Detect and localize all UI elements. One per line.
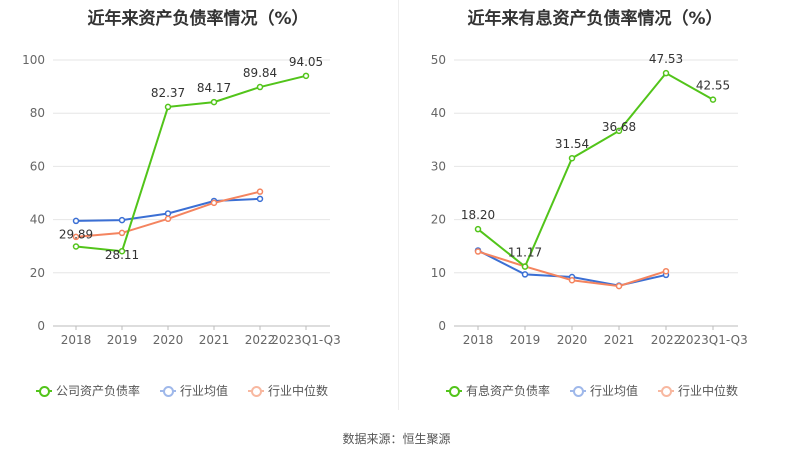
legend-label: 公司资产负债率 bbox=[56, 384, 141, 398]
y-tick-label: 40 bbox=[431, 106, 446, 120]
data-point-0 bbox=[210, 98, 218, 106]
chart-1-title: 近年来资产负债率情况（%） bbox=[87, 9, 309, 29]
legend-label: 行业均值 bbox=[180, 384, 229, 398]
legend-label: 行业中位数 bbox=[268, 384, 329, 398]
legend-item-industry-mean[interactable]: 行业均值 bbox=[160, 382, 228, 399]
x-tick-label: 2022 bbox=[245, 333, 276, 347]
series-line-0 bbox=[477, 71, 714, 269]
data-point-0 bbox=[118, 247, 126, 255]
chart-1-plot: 0 20 40 60 80 100 2018 2019 2020 2021 20222023Q1-Q… bbox=[22, 53, 341, 347]
legend-swatch-icon bbox=[36, 385, 52, 397]
data-point-0 bbox=[709, 96, 717, 103]
chart-2-legend: 有息资产负债率 行业均值 行业中位数 bbox=[446, 382, 758, 399]
chart-1-legend: 公司资产负债率 行业均值 行业中位数 bbox=[36, 382, 348, 399]
legend-item-company-debt-ratio[interactable]: 公司资产负债率 bbox=[36, 382, 140, 399]
data-point-2 bbox=[210, 199, 218, 207]
data-label: 11.17 bbox=[508, 246, 542, 260]
data-point-2 bbox=[256, 188, 264, 195]
data-point-0 bbox=[302, 72, 310, 80]
data-point-1 bbox=[118, 216, 126, 224]
x-tick-label: 2020 bbox=[557, 333, 588, 347]
legend-swatch-icon bbox=[658, 385, 675, 397]
data-point-1 bbox=[521, 271, 529, 278]
y-tick-label: 60 bbox=[30, 159, 45, 173]
data-point-1 bbox=[256, 195, 264, 203]
y-tick-label: 80 bbox=[30, 106, 45, 120]
x-tick-label: 2019 bbox=[107, 333, 138, 347]
data-label: 29.89 bbox=[59, 227, 93, 241]
x-tick-label: 2021 bbox=[199, 333, 230, 347]
data-point-0 bbox=[72, 243, 80, 250]
legend-swatch-icon bbox=[160, 385, 177, 397]
data-label: 42.55 bbox=[696, 79, 730, 93]
data-point-0 bbox=[164, 103, 172, 111]
data-label: 89.84 bbox=[243, 66, 277, 80]
x-tick-label: 2023Q1-Q3 bbox=[678, 333, 747, 347]
y-tick-label: 100 bbox=[22, 53, 45, 67]
y-tick-label: 0 bbox=[438, 319, 446, 333]
data-label: 31.54 bbox=[555, 137, 589, 151]
legend-swatch-icon bbox=[570, 385, 587, 397]
series-line-0 bbox=[75, 74, 307, 253]
legend-item-industry-median[interactable]: 行业中位数 bbox=[248, 382, 328, 399]
y-tick-label: 0 bbox=[37, 319, 45, 333]
chart-2-plot: 0 10 20 30 40 50 2018 2019 2020 2021 20222023Q1-Q3… bbox=[431, 52, 748, 347]
data-label: 94.05 bbox=[289, 55, 323, 69]
legend-swatch-icon bbox=[446, 385, 462, 397]
data-label: 84.17 bbox=[197, 81, 231, 95]
data-label: 82.37 bbox=[151, 86, 185, 100]
chart-divider bbox=[398, 0, 399, 410]
x-tick-label: 2018 bbox=[61, 333, 92, 347]
data-point-0 bbox=[256, 83, 264, 91]
data-point-1 bbox=[72, 217, 80, 225]
data-point-2 bbox=[568, 276, 576, 284]
y-tick-label: 40 bbox=[30, 213, 45, 227]
legend-label: 行业中位数 bbox=[678, 384, 739, 398]
data-point-2 bbox=[662, 267, 670, 275]
legend-item-industry-median[interactable]: 行业中位数 bbox=[658, 382, 738, 399]
data-label: 36.68 bbox=[602, 120, 636, 134]
data-point-0 bbox=[662, 69, 670, 77]
y-tick-label: 20 bbox=[30, 266, 45, 280]
data-point-2 bbox=[615, 282, 623, 290]
data-label: 18.20 bbox=[461, 208, 495, 222]
x-tick-label: 2022 bbox=[651, 333, 682, 347]
legend-label: 行业均值 bbox=[590, 384, 639, 398]
x-tick-label: 2018 bbox=[463, 333, 494, 347]
y-tick-label: 10 bbox=[431, 266, 446, 280]
data-point-2 bbox=[72, 233, 80, 241]
legend-label: 有息资产负债率 bbox=[466, 384, 551, 398]
data-point-2 bbox=[474, 248, 482, 255]
data-point-2 bbox=[118, 229, 126, 237]
x-tick-label: 2019 bbox=[510, 333, 541, 347]
data-source-note: 数据来源：恒生聚源 bbox=[342, 432, 451, 446]
data-point-0 bbox=[568, 154, 576, 162]
data-label: 47.53 bbox=[649, 52, 683, 66]
data-label: 28.11 bbox=[105, 248, 139, 262]
data-point-0 bbox=[521, 263, 529, 270]
data-point-2 bbox=[164, 215, 172, 223]
legend-item-interest-debt-ratio[interactable]: 有息资产负债率 bbox=[446, 382, 550, 399]
legend-item-industry-mean[interactable]: 行业均值 bbox=[570, 382, 638, 399]
x-tick-label: 2021 bbox=[604, 333, 635, 347]
x-tick-label: 2020 bbox=[153, 333, 184, 347]
y-tick-label: 50 bbox=[431, 53, 446, 67]
chart-2-title: 近年来有息资产负债率情况（%） bbox=[467, 9, 723, 29]
data-point-0 bbox=[615, 127, 623, 135]
y-tick-label: 30 bbox=[431, 159, 446, 173]
x-tick-label: 2023Q1-Q3 bbox=[271, 333, 340, 347]
data-point-0 bbox=[474, 225, 482, 233]
y-tick-label: 20 bbox=[431, 213, 446, 227]
legend-swatch-icon bbox=[248, 385, 265, 397]
